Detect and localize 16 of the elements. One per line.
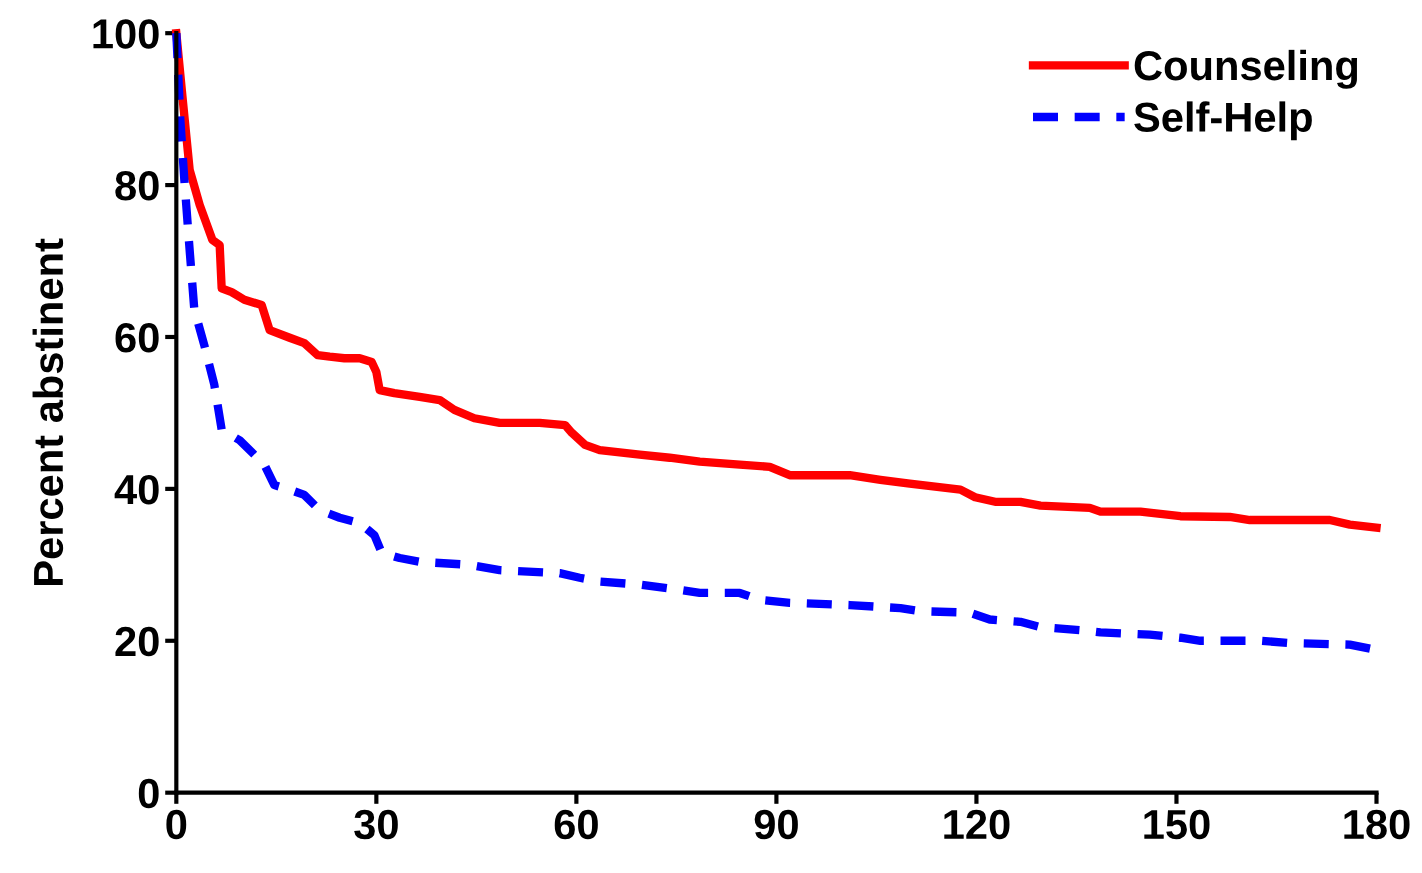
y-tick-label: 100: [93, 19, 159, 49]
y-axis-title: Percent abstinent: [32, 238, 64, 585]
y-tick-label: 40: [114, 474, 159, 505]
y-tick-label: 20: [115, 626, 159, 657]
y-tick-label: 0: [138, 778, 159, 809]
legend-label: Counseling: [1134, 49, 1358, 89]
y-tick-label: 60: [115, 322, 159, 353]
x-tick-label: 150: [1144, 809, 1210, 840]
legend-label: Self-Help: [1134, 101, 1312, 141]
x-tick-label: 0: [166, 809, 187, 840]
x-tick-label: 120: [944, 809, 1010, 840]
x-tick-label: 180: [1344, 809, 1410, 840]
y-tick-label: 80: [115, 171, 159, 201]
x-tick-label: 60: [554, 809, 598, 840]
x-tick-label: 90: [754, 809, 798, 840]
x-tick-label: 30: [354, 809, 398, 840]
